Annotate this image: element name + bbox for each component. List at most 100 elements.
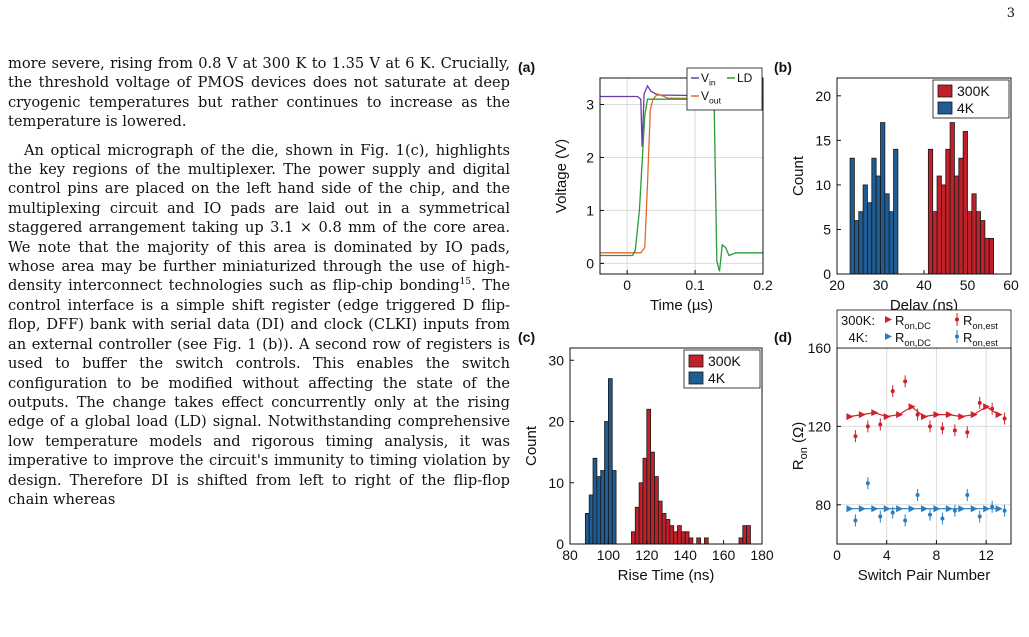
data-point	[990, 406, 995, 411]
y-tick-label: 15	[815, 132, 831, 148]
data-point	[928, 424, 932, 429]
histogram-bar	[584, 512, 590, 545]
x-tick-label: 40	[916, 277, 932, 293]
data-point	[940, 516, 945, 521]
legend-marker	[885, 333, 892, 340]
data-point	[945, 505, 953, 513]
reference-superscript: 15	[459, 277, 472, 288]
x-axis-label: Switch Pair Number	[858, 567, 991, 584]
legend-label: 4K	[957, 100, 975, 116]
data-point	[871, 505, 879, 513]
x-axis-label: Rise Time (ns)	[618, 567, 715, 584]
data-point	[871, 409, 879, 417]
histogram-bar	[962, 131, 968, 275]
histogram-bar	[661, 512, 667, 545]
y-axis-label: Count	[790, 155, 807, 196]
histogram-bar	[980, 220, 986, 275]
legend-group-label: 4K:	[848, 330, 868, 345]
page-number: 3	[1006, 6, 1015, 21]
histogram-bar	[638, 482, 644, 545]
x-axis-label: Time (µs)	[650, 297, 713, 314]
data-point	[977, 514, 982, 519]
y-axis-label: Ron (Ω)	[790, 422, 810, 470]
series-4K	[849, 122, 899, 275]
histogram-bar	[646, 408, 652, 545]
panel-label: (a)	[518, 59, 535, 75]
histogram-bar	[696, 537, 701, 545]
histogram-bar	[604, 421, 609, 545]
series-R-on-DC-300K	[846, 403, 1003, 421]
x-tick-label: 4	[883, 547, 891, 563]
histogram-bar	[634, 506, 640, 545]
legend-label: Ron,est	[963, 330, 998, 348]
histogram-bar	[949, 122, 955, 275]
y-tick-label: 2	[586, 149, 594, 165]
data-point	[853, 518, 858, 523]
y-tick-label: 1	[586, 202, 594, 218]
histogram-bar	[853, 220, 860, 275]
data-point	[933, 411, 941, 419]
histogram-bar	[703, 537, 709, 545]
data-point	[890, 510, 895, 515]
data-point	[865, 424, 870, 429]
legend-box	[836, 309, 1012, 349]
series-300K	[631, 408, 751, 545]
data-point	[846, 413, 854, 421]
legend-group-label: 300K:	[841, 313, 875, 328]
data-point	[958, 505, 966, 513]
axes-frame	[836, 347, 1012, 545]
histogram-bar	[971, 193, 977, 275]
data-point	[952, 508, 957, 513]
histogram-bar	[746, 525, 751, 545]
data-point	[915, 412, 920, 417]
paragraph-2: An optical micrograph of the die, shown …	[8, 141, 510, 510]
histogram-bar	[958, 157, 964, 275]
x-tick-label: 0	[833, 547, 841, 563]
histogram-bar	[742, 525, 748, 545]
data-point	[908, 403, 916, 411]
data-point	[1002, 416, 1007, 421]
data-point	[858, 505, 866, 513]
histogram-bar	[871, 157, 877, 275]
data-point	[896, 411, 904, 419]
legend-label: Ron,DC	[895, 313, 931, 331]
series-4K	[584, 378, 617, 545]
histogram-bar	[932, 211, 938, 275]
histogram-bar	[927, 148, 934, 275]
panel-label: (d)	[774, 329, 792, 345]
panel-d: (d) 0 4 8 12 80 120 160 Switch Pair Number Ron (Ω…	[774, 309, 1012, 584]
legend-marker	[885, 316, 892, 323]
data-point	[970, 505, 978, 513]
series-300K	[927, 122, 994, 275]
histogram-bar	[684, 531, 690, 545]
histogram-bar	[677, 525, 682, 545]
data-point	[933, 505, 941, 513]
data-point	[977, 400, 982, 405]
data-point	[858, 411, 866, 419]
x-tick-label: 120	[635, 547, 659, 563]
histogram-bar	[984, 237, 990, 275]
data-point	[965, 430, 970, 435]
data-point	[940, 426, 945, 431]
data-point	[865, 481, 870, 486]
data-point	[903, 518, 908, 523]
data-point	[928, 512, 932, 517]
legend: 300K: 4K: Ron,DC Ron,est Ron,DC Ron,est	[836, 309, 1012, 349]
series-V-in	[600, 84, 764, 147]
y-tick-label: 160	[808, 340, 832, 356]
series-R-on-est-300K	[853, 375, 1007, 443]
series-R-on-DC-4K	[846, 505, 1003, 513]
histogram-bar	[650, 451, 655, 545]
series-line	[600, 93, 764, 254]
axes-frame	[599, 77, 764, 275]
series-R-on-est-4K	[853, 477, 1007, 527]
histogram-bar	[657, 500, 663, 545]
data-point	[965, 493, 970, 497]
legend-label: 4K	[708, 370, 726, 386]
data-point	[846, 505, 854, 513]
paragraph-1: more severe, rising from 0.8 V at 300 K …	[8, 55, 510, 131]
data-point	[878, 514, 883, 519]
y-tick-label: 3	[586, 96, 594, 112]
y-tick-label: 20	[548, 414, 564, 430]
histogram-bar	[592, 457, 598, 545]
